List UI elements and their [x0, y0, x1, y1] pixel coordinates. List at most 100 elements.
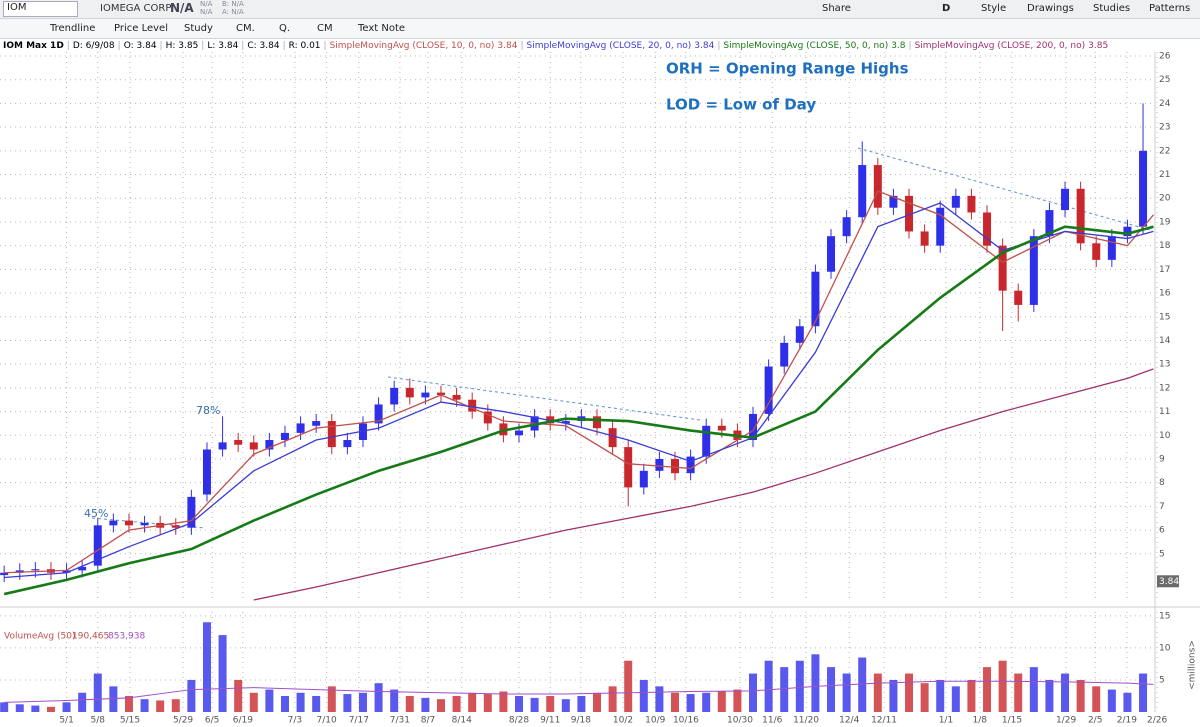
separator: | — [117, 41, 121, 51]
volume-bar — [1139, 673, 1148, 712]
volume-bar — [998, 660, 1007, 712]
field: C: 3.84 — [247, 41, 280, 51]
price-label-box — [1157, 575, 1179, 588]
candle-body — [0, 572, 9, 576]
tool[interactable]: Price Level — [114, 23, 168, 34]
volume-bar — [280, 695, 289, 712]
candle-body — [62, 570, 71, 573]
volume-bar — [749, 673, 758, 712]
x-tick-label: 2/26 — [1147, 716, 1167, 726]
volume-bar — [93, 673, 102, 712]
x-tick-label: 7/17 — [349, 716, 369, 726]
x-tick-label: 5/1 — [59, 716, 73, 726]
style-button[interactable]: Style — [981, 3, 1007, 14]
tool[interactable]: CM. — [236, 23, 255, 34]
candle-body — [624, 447, 633, 488]
tool[interactable]: Q. — [279, 23, 291, 34]
tool[interactable]: CM — [317, 23, 333, 34]
candle-body — [234, 440, 243, 445]
volume-bar — [15, 704, 24, 712]
tool[interactable]: Study — [184, 23, 213, 34]
volume-bar — [62, 702, 71, 712]
y-tick-label: 14 — [1159, 336, 1171, 346]
y-tick-label: 12 — [1159, 383, 1170, 393]
x-tick-label: 1/8 — [973, 716, 988, 726]
volume-average — [4, 680, 1154, 703]
volume-bar — [764, 660, 773, 712]
patterns-button[interactable]: Patterns — [1149, 3, 1191, 14]
y-tick-label: 24 — [1159, 99, 1171, 109]
volume-bar — [639, 679, 648, 712]
candle-body — [827, 236, 836, 272]
x-tick-label: 7/31 — [390, 716, 410, 726]
company: IOMEGA CORP — [100, 3, 172, 14]
x-tick-label: 10/30 — [727, 716, 753, 726]
candle-body — [639, 470, 648, 488]
volume-bar — [1107, 689, 1116, 712]
study-value: 3.8 — [891, 41, 906, 51]
field: R: 0.01 — [288, 41, 321, 51]
candle-body — [749, 413, 758, 441]
volume-bar — [1092, 686, 1101, 712]
volume-bar — [436, 699, 445, 712]
volume-bar — [1123, 692, 1132, 712]
candle-body — [702, 425, 711, 457]
volume-bar — [514, 695, 523, 712]
x-tick-label: 10/16 — [673, 716, 699, 726]
share-button[interactable]: Share — [822, 3, 851, 14]
candle-body — [608, 428, 617, 448]
volume-legend: 853,938 — [108, 632, 145, 642]
volume-bar — [593, 692, 602, 712]
candle-body — [327, 421, 336, 448]
change: N/A — [200, 8, 213, 16]
y-tick-label: 8 — [1159, 478, 1165, 488]
x-tick-label: 1/29 — [1056, 716, 1076, 726]
symbol-input[interactable]: IOM — [3, 1, 78, 17]
tool[interactable]: Text Note — [358, 23, 406, 34]
moving-average — [253, 368, 1154, 601]
x-tick-label: 7/10 — [316, 716, 336, 726]
volume-bar — [1061, 673, 1070, 712]
study-label: SimpleMovingAvg (CLOSE, 20, 0, no) — [526, 41, 692, 51]
volume-bar — [31, 705, 40, 712]
volume-bar — [608, 686, 617, 712]
candle-body — [905, 195, 914, 232]
volume-bar — [686, 694, 695, 712]
volume-bar — [702, 692, 711, 712]
y-tick-label: 16 — [1159, 289, 1171, 299]
change: N/A — [200, 0, 213, 8]
y-tick-label: 19 — [1159, 217, 1171, 227]
x-tick-label: 6/5 — [205, 716, 219, 726]
period-button[interactable]: D — [942, 3, 951, 14]
moving-average — [3, 225, 1154, 596]
candle-body — [764, 366, 773, 414]
annotation: ORH = Opening Range Highs — [666, 60, 909, 78]
volume-bar — [733, 689, 742, 712]
moving-average — [4, 190, 1154, 574]
x-tick-label: 11/6 — [762, 716, 782, 726]
x-tick-label: 1/15 — [1002, 716, 1022, 726]
y-tick-label: 25 — [1159, 75, 1170, 85]
candle-body — [249, 442, 258, 450]
candle-body — [1092, 243, 1101, 260]
candle-body — [171, 525, 180, 528]
drawing-toolbar: Trendline Price Level Study CM. Q. CM Te… — [0, 19, 1200, 39]
candle-body — [873, 165, 882, 208]
y-tick-label: 22 — [1159, 146, 1170, 156]
candle-body — [1045, 210, 1054, 237]
study-value: 3.84 — [497, 41, 518, 51]
separator: | — [159, 41, 163, 51]
candle-body — [967, 195, 976, 213]
studies-button[interactable]: Studies — [1093, 3, 1131, 14]
tool[interactable]: Trendline — [50, 23, 96, 34]
annotation: 45% — [84, 507, 108, 520]
drawings-button[interactable]: Drawings — [1027, 3, 1074, 14]
candle-body — [842, 217, 851, 237]
volume-bar — [109, 686, 118, 712]
volume-bar — [889, 679, 898, 712]
candle-body — [514, 430, 523, 436]
trendline — [387, 376, 701, 421]
volume-bar — [218, 635, 227, 712]
